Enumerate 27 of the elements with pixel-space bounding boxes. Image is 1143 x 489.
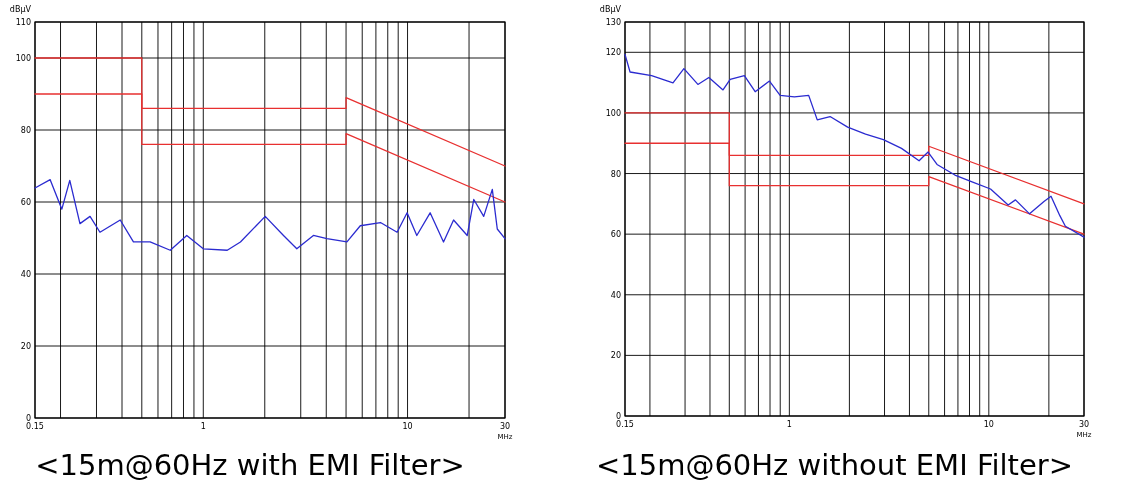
- text: <15m@60Hz with EMI Filter>: [35, 448, 465, 482]
- y-tick-label: 100: [605, 108, 621, 118]
- x-tick-label: 30: [1078, 420, 1090, 429]
- y-tick-label: 110: [15, 18, 31, 27]
- y-tick-label: 130: [605, 18, 621, 27]
- y-tick-label: 120: [605, 48, 621, 58]
- y-tick-label: 0: [615, 412, 621, 421]
- y-tick-label: 60: [20, 198, 31, 207]
- x-tick-label: 30: [499, 422, 511, 431]
- y-tick-label: 80: [610, 169, 621, 179]
- y-tick-label: 80: [20, 126, 31, 135]
- text: <15m@60Hz without EMI Filter>: [595, 448, 1074, 482]
- x-tick-label: 10: [983, 420, 994, 429]
- y-tick-label: 20: [610, 351, 621, 361]
- y-tick-label: 40: [20, 270, 31, 279]
- x-tick-label: 0.15: [616, 420, 634, 429]
- y-tick-label: 20: [20, 342, 31, 351]
- x-tick-label: 0.15: [26, 422, 44, 431]
- x-tick-label: 1: [786, 420, 792, 429]
- y-tick-label: 0: [25, 414, 31, 423]
- y-axis-title: dBμV: [599, 5, 622, 14]
- x-tick-label: 10: [402, 422, 413, 431]
- y-tick-label: 60: [610, 230, 621, 240]
- y-tick-label: 40: [610, 290, 621, 300]
- x-tick-label: 1: [200, 422, 206, 431]
- y-axis-title: dBμV: [9, 5, 32, 14]
- y-tick-label: 100: [15, 54, 31, 63]
